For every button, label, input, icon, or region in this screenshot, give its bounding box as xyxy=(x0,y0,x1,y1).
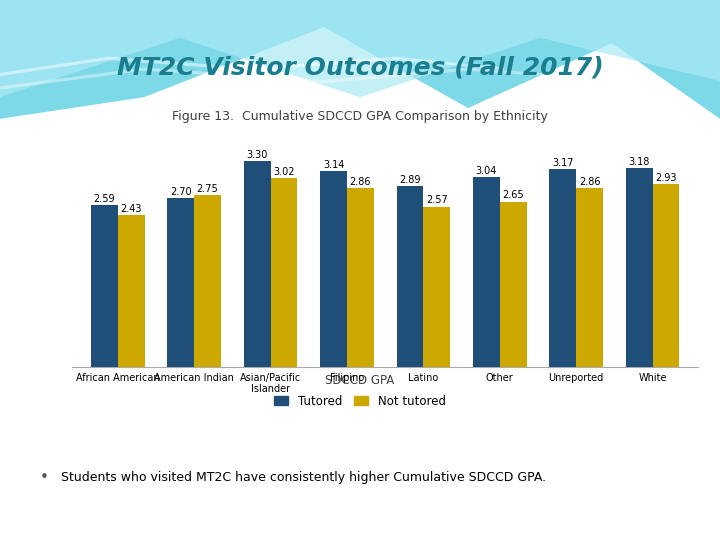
Bar xyxy=(549,169,576,367)
Bar xyxy=(118,215,145,367)
Bar xyxy=(194,195,221,367)
Text: 2.86: 2.86 xyxy=(350,177,371,187)
Text: 2.75: 2.75 xyxy=(197,184,218,194)
Polygon shape xyxy=(0,57,504,76)
Text: 3.02: 3.02 xyxy=(273,167,294,177)
Bar xyxy=(347,188,374,367)
Text: 3.04: 3.04 xyxy=(476,166,497,176)
Text: SDCCD GPA: SDCCD GPA xyxy=(325,374,395,387)
Polygon shape xyxy=(0,0,720,119)
Text: 3.30: 3.30 xyxy=(246,150,268,160)
Text: 2.86: 2.86 xyxy=(579,177,600,187)
Bar xyxy=(397,186,423,367)
Bar xyxy=(626,168,652,367)
Bar xyxy=(271,178,297,367)
Text: 2.57: 2.57 xyxy=(426,195,448,205)
Bar xyxy=(320,171,347,367)
Text: 3.17: 3.17 xyxy=(552,158,574,168)
Bar xyxy=(168,198,194,367)
Polygon shape xyxy=(0,0,720,97)
Text: •: • xyxy=(40,470,48,485)
Bar xyxy=(500,201,526,367)
Text: MT2C Visitor Outcomes (Fall 2017): MT2C Visitor Outcomes (Fall 2017) xyxy=(117,56,603,79)
Text: 2.65: 2.65 xyxy=(503,190,524,200)
Bar xyxy=(423,206,450,367)
Text: Figure 13.  Cumulative SDCCD GPA Comparison by Ethnicity: Figure 13. Cumulative SDCCD GPA Comparis… xyxy=(172,110,548,123)
Text: Students who visited MT2C have consistently higher Cumulative SDCCD GPA.: Students who visited MT2C have consisten… xyxy=(61,471,546,484)
Bar xyxy=(91,205,118,367)
Bar xyxy=(473,177,500,367)
Polygon shape xyxy=(0,68,576,90)
Bar xyxy=(576,188,603,367)
Text: 2.59: 2.59 xyxy=(94,194,115,204)
Bar xyxy=(244,161,271,367)
Legend: Tutored, Not tutored: Tutored, Not tutored xyxy=(269,390,451,413)
Text: 3.14: 3.14 xyxy=(323,160,344,170)
Text: 3.18: 3.18 xyxy=(629,157,650,167)
Text: 2.70: 2.70 xyxy=(170,187,192,197)
Text: 2.43: 2.43 xyxy=(120,204,142,214)
Bar xyxy=(652,184,679,367)
Text: 2.89: 2.89 xyxy=(400,176,420,185)
Text: 2.93: 2.93 xyxy=(655,173,677,183)
